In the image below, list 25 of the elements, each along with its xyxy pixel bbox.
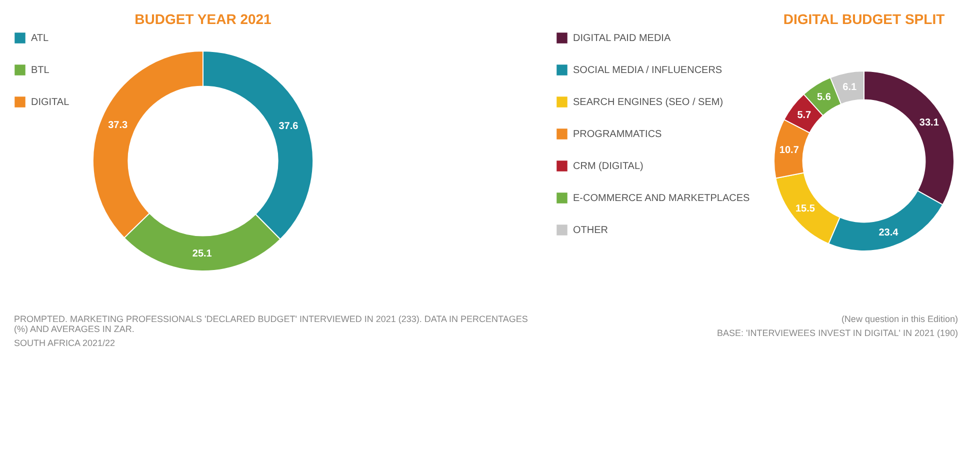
legend-label: E-COMMERCE AND MARKETPLACES (573, 193, 750, 204)
data-label: 10.7 (779, 145, 800, 156)
chart-title: DIGITAL BUDGET SPLIT (783, 11, 946, 27)
data-label: 25.1 (192, 248, 212, 260)
legend-label: OTHER (573, 225, 608, 236)
text: SOUTH AFRICA 2021/22 (14, 338, 116, 348)
data-label: 37.3 (108, 120, 128, 132)
data-label: 5.6 (816, 92, 832, 103)
text: BASE: 'INTERVIEWEES INVEST IN DIGITAL' IN 2021 (190) (716, 328, 958, 338)
text: PROMPTED. MARKETING PROFESSIONALS 'DECLARED BUDGET' INTERVIEWED IN 2021 (233). DATA IN PERCENTAGES (%) AND AVERAGES IN ZAR. (14, 314, 529, 334)
legend-label: BTL (31, 65, 50, 76)
data-label: 33.1 (919, 118, 940, 129)
chart-title: BUDGET YEAR 2021 (134, 11, 272, 27)
data-label: 15.5 (795, 204, 816, 215)
data-label: 5.7 (797, 110, 812, 121)
legend-label: ATL (31, 33, 50, 44)
text: (New question in this Edition) (840, 314, 958, 324)
data-label: 23.4 (878, 228, 899, 239)
legend-label: DIGITAL PAID MEDIA (573, 33, 671, 44)
legend-label: SOCIAL MEDIA / INFLUENCERS (573, 65, 722, 76)
data-label: 37.6 (278, 120, 299, 132)
legend-label: PROGRAMMATICS (573, 129, 662, 140)
legend-label: SEARCH ENGINES (SEO / SEM) (573, 97, 724, 108)
legend-label: CRM (DIGITAL) (573, 161, 644, 172)
legend-label: DIGITAL (31, 97, 70, 108)
